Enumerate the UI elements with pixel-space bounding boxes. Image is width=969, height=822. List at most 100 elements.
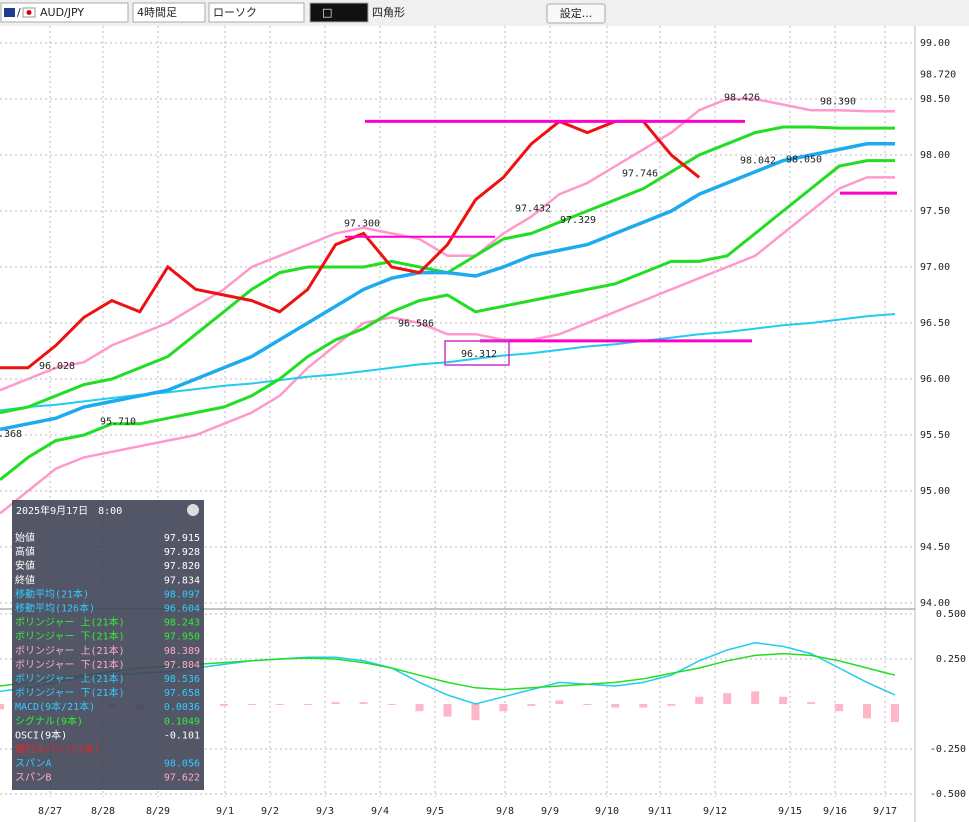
- x-tick-label: 8/28: [91, 806, 115, 817]
- tool-select[interactable]: [309, 2, 369, 23]
- price-annotation: 97.300: [344, 218, 380, 229]
- y-tick-label: 98.00: [920, 150, 950, 161]
- osci-bar: [611, 704, 620, 708]
- style-label: ローソク: [213, 6, 257, 19]
- info-label: OSCI(9本): [15, 728, 67, 741]
- macd-tick-label: -0.500: [930, 789, 966, 800]
- y-tick-label: 95.50: [920, 430, 950, 441]
- info-label: ボリンジャー 下(21本): [15, 658, 125, 671]
- info-value: 97.950: [164, 632, 200, 643]
- osci-bar: [527, 704, 536, 706]
- series-line: [0, 97, 895, 392]
- macd-tick-label: -0.250: [930, 744, 966, 755]
- osci-bar: [583, 704, 592, 705]
- price-annotation: .368: [0, 429, 22, 440]
- price-annotation: 98.042: [740, 155, 776, 166]
- info-value: 0.1049: [164, 716, 200, 727]
- info-value: 97.915: [164, 533, 200, 544]
- settings-button[interactable]: [546, 3, 606, 24]
- x-tick-label: 9/5: [426, 806, 444, 817]
- info-value: 97.820: [164, 561, 200, 572]
- price-annotation: 97.746: [622, 168, 658, 179]
- info-value: 98.243: [164, 618, 200, 629]
- series-line: [0, 119, 701, 370]
- osci-bar: [471, 704, 480, 721]
- x-tick-label: 8/29: [146, 806, 170, 817]
- price-annotation: 97.329: [560, 215, 596, 226]
- series-line: [0, 176, 895, 515]
- info-title: 2025年9月17日 8:00: [16, 504, 122, 517]
- macd-tick-label: 0.250: [936, 654, 966, 665]
- price-annotation: 98.426: [724, 92, 760, 103]
- aud-flag: [4, 8, 15, 17]
- info-label: ボリンジャー 上(21本): [15, 672, 125, 685]
- timeframe-select[interactable]: [132, 2, 206, 23]
- info-label: 遅行スパン(21本): [15, 743, 100, 756]
- osci-bar: [219, 704, 228, 706]
- price-annotation: 98.050: [786, 154, 822, 165]
- info-label: ボリンジャー 下(21本): [15, 686, 125, 699]
- info-label: スパンA: [15, 758, 52, 770]
- osci-bar: [639, 704, 648, 708]
- style-select[interactable]: [208, 2, 305, 23]
- y-tick-label: 95.00: [920, 486, 950, 497]
- info-panel: [12, 500, 204, 790]
- osci-bar: [499, 704, 508, 712]
- osci-bar: [303, 704, 312, 705]
- price-annotation: 98.390: [820, 96, 856, 107]
- x-tick-label: 9/1: [216, 806, 234, 817]
- selection-box: [444, 340, 510, 366]
- info-value: 98.536: [164, 674, 200, 685]
- series-line: [0, 159, 895, 481]
- price-annotation: 96.028: [39, 361, 75, 372]
- x-tick-label: 9/10: [595, 806, 619, 817]
- osci-bar: [443, 704, 452, 717]
- info-value: 0.0036: [164, 702, 200, 713]
- tool-icon: □: [322, 6, 332, 19]
- info-value: 98.056: [164, 759, 200, 770]
- info-value: 97.622: [164, 773, 200, 784]
- osci-bar: [695, 696, 704, 704]
- price-annotation: 96.312: [461, 349, 497, 360]
- info-label: 安値: [15, 559, 35, 572]
- info-value: 96.604: [164, 604, 200, 615]
- y-tick-label: 97.50: [920, 206, 950, 217]
- x-tick-label: 9/15: [778, 806, 802, 817]
- jpy-flag-sun: [26, 10, 32, 15]
- info-label: 移動平均(21本): [15, 587, 89, 600]
- info-value: -0.101: [164, 730, 200, 741]
- info-label: 終値: [15, 573, 35, 586]
- x-tick-label: 9/3: [316, 806, 334, 817]
- timeframe-label: 4時間足: [137, 6, 177, 19]
- x-tick-label: 9/8: [496, 806, 514, 817]
- info-value: 97.834: [164, 575, 200, 586]
- y-tick-label: 96.50: [920, 318, 950, 329]
- osci-bar: [387, 704, 396, 705]
- info-value: 98.097: [164, 589, 200, 600]
- x-tick-label: 9/4: [371, 806, 389, 817]
- info-label: シグナル(9本): [15, 714, 83, 727]
- price-annotation: 96.586: [398, 318, 434, 329]
- osci-bar: [275, 704, 284, 705]
- x-tick-label: 9/17: [873, 806, 897, 817]
- osci-bar: [555, 700, 564, 704]
- tool-label: 四角形: [372, 6, 405, 19]
- osci-bar: [863, 704, 872, 719]
- y-tick-label: 99.00: [920, 38, 950, 49]
- osci-bar: [415, 704, 424, 712]
- osci-bar: [359, 702, 368, 704]
- info-value: 97.658: [164, 688, 200, 699]
- x-tick-label: 9/2: [261, 806, 279, 817]
- info-label: 始値: [15, 531, 35, 544]
- x-tick-label: 9/12: [703, 806, 727, 817]
- x-tick-label: 9/16: [823, 806, 847, 817]
- osci-bar: [779, 696, 788, 704]
- minimize-button[interactable]: [187, 504, 199, 516]
- info-label: スパンB: [15, 772, 52, 784]
- price-annotation: 97.432: [515, 204, 551, 215]
- y-tick-label: 94.00: [920, 598, 950, 609]
- info-label: ボリンジャー 下(21本): [15, 630, 125, 643]
- info-value: 98.389: [164, 646, 200, 657]
- x-tick-label: 9/11: [648, 806, 672, 817]
